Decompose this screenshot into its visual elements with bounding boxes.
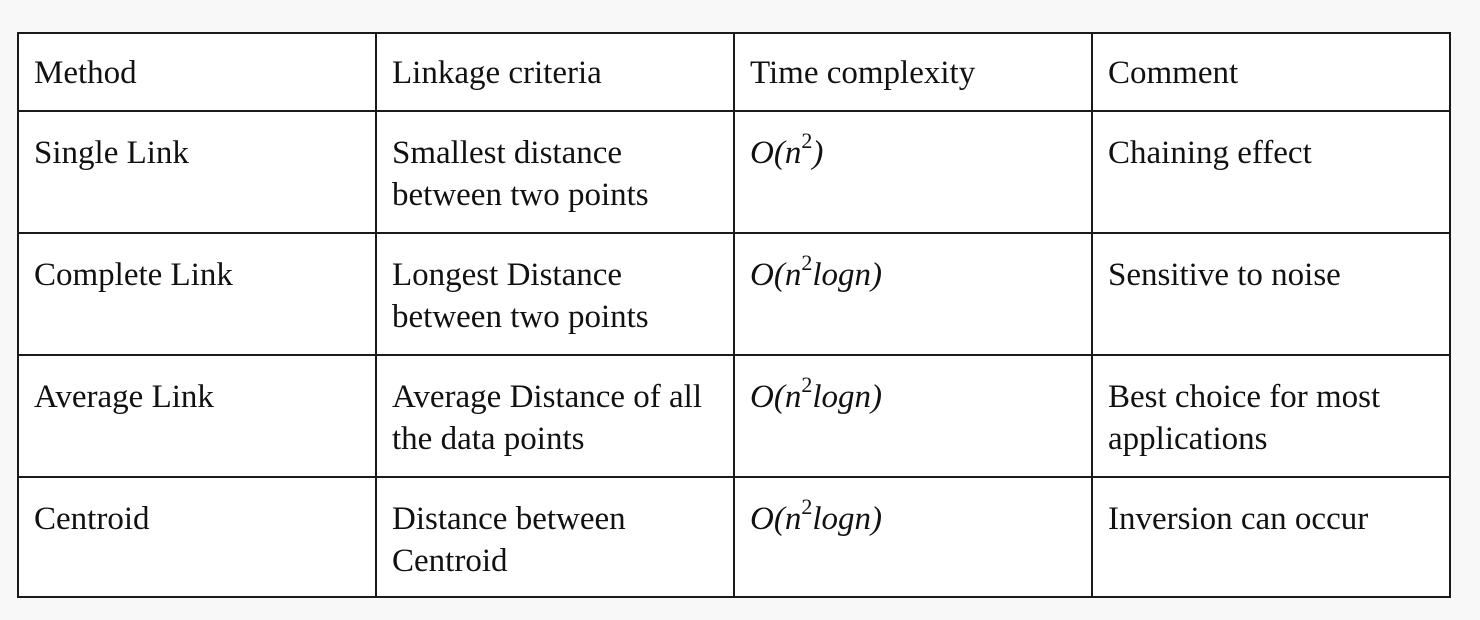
complexity-exponent: 2: [801, 250, 813, 275]
comment-cell: Sensitive to noise: [1091, 232, 1451, 356]
linkage-cell: Average Distance of all the data points: [375, 354, 735, 478]
method-cell: Average Link: [17, 354, 377, 478]
comment-cell: Inversion can occur: [1091, 476, 1451, 598]
comment-cell: Best choice for most applications: [1091, 354, 1451, 478]
table-row: Complete Link Longest Distance between t…: [17, 232, 1451, 356]
complexity-suffix: logn): [812, 379, 882, 415]
complexity-suffix: logn): [812, 501, 882, 537]
complexity-exponent: 2: [801, 372, 813, 397]
linkage-cell: Smallest distance between two points: [375, 110, 735, 234]
complexity-suffix: logn): [812, 257, 882, 293]
header-linkage-criteria: Linkage criteria: [375, 32, 735, 112]
table-row: Centroid Distance between Centroid O(n2l…: [17, 476, 1451, 598]
header-method: Method: [17, 32, 377, 112]
complexity-prefix: O(n: [750, 135, 802, 171]
table-header-row: Method Linkage criteria Time complexity …: [17, 32, 1451, 112]
method-cell: Centroid: [17, 476, 377, 598]
comment-cell: Chaining effect: [1091, 110, 1451, 234]
method-cell: Complete Link: [17, 232, 377, 356]
complexity-cell: O(n2): [733, 110, 1093, 234]
linkage-cell: Longest Distance between two points: [375, 232, 735, 356]
complexity-prefix: O(n: [750, 501, 802, 537]
complexity-exponent: 2: [801, 494, 813, 519]
method-cell: Single Link: [17, 110, 377, 234]
linkage-cell: Distance between Centroid: [375, 476, 735, 598]
complexity-cell: O(n2logn): [733, 232, 1093, 356]
table-row: Single Link Smallest distance between tw…: [17, 110, 1451, 234]
complexity-exponent: 2: [801, 128, 813, 153]
complexity-prefix: O(n: [750, 379, 802, 415]
complexity-cell: O(n2logn): [733, 476, 1093, 598]
complexity-prefix: O(n: [750, 257, 802, 293]
header-comment: Comment: [1091, 32, 1451, 112]
complexity-cell: O(n2logn): [733, 354, 1093, 478]
linkage-comparison-table: Method Linkage criteria Time complexity …: [17, 32, 1451, 598]
complexity-suffix: ): [812, 135, 824, 171]
table-row: Average Link Average Distance of all the…: [17, 354, 1451, 478]
header-time-complexity: Time complexity: [733, 32, 1093, 112]
